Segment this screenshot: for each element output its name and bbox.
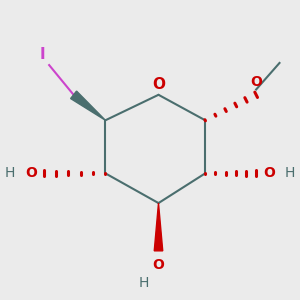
Text: O: O <box>250 75 262 89</box>
Polygon shape <box>70 91 105 120</box>
Text: O: O <box>25 167 37 180</box>
Text: H: H <box>285 167 295 180</box>
Text: H: H <box>138 276 149 290</box>
Text: I: I <box>40 47 46 62</box>
Polygon shape <box>154 203 163 251</box>
Text: H: H <box>5 167 15 180</box>
Text: O: O <box>153 258 164 272</box>
Text: O: O <box>263 167 275 180</box>
Text: O: O <box>152 77 165 92</box>
